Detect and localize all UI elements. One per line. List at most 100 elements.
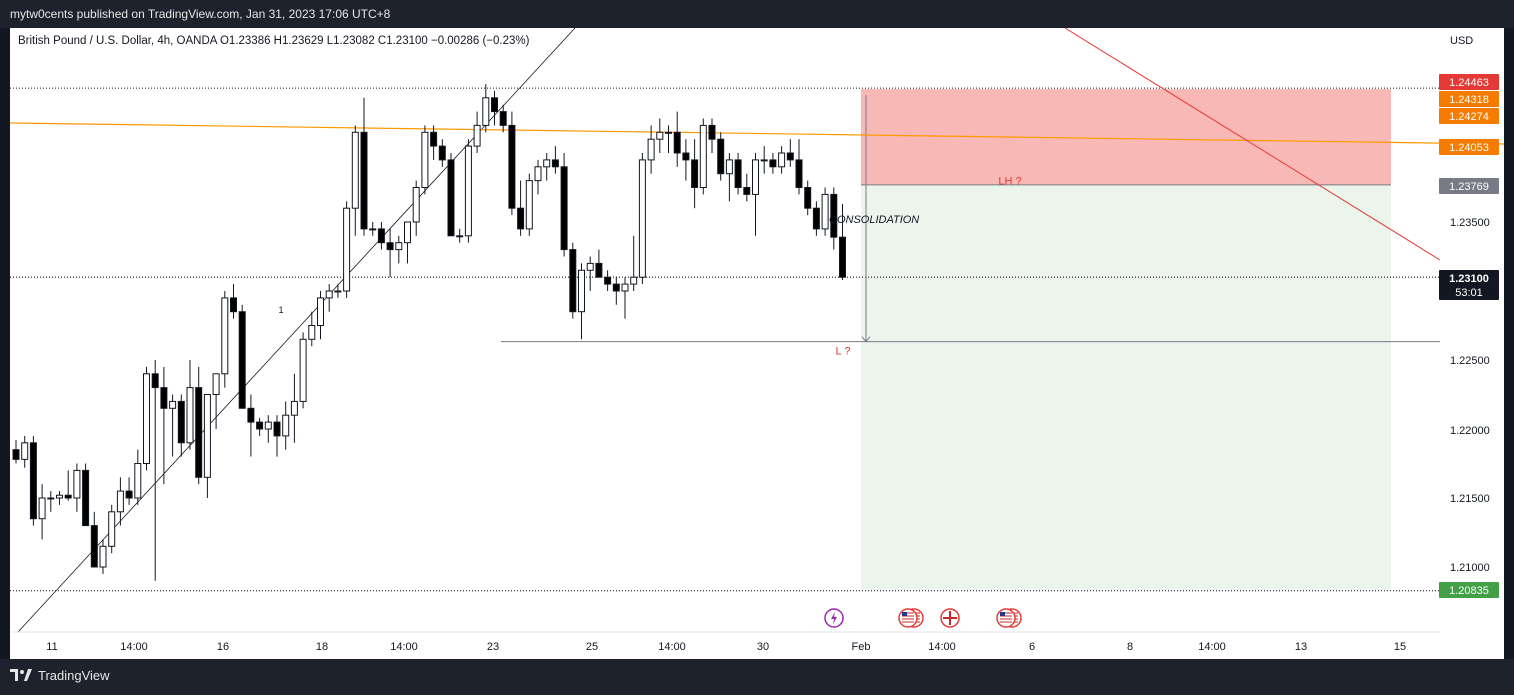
candle (447, 153, 455, 237)
candle (551, 146, 559, 174)
bear-candle-body (90, 525, 98, 568)
candle (160, 366, 168, 485)
bear-candle-body (508, 124, 516, 209)
bear-candle-body (717, 138, 725, 175)
candle (839, 204, 846, 280)
price-label-bg (1439, 582, 1499, 598)
candle (430, 125, 438, 160)
time-tick: 6 (1029, 641, 1035, 653)
chart-annotation: CONSOLIDATION (829, 214, 919, 226)
bull-candle-body (134, 463, 142, 499)
price-label-bg (1439, 74, 1499, 90)
candle (38, 484, 46, 540)
candle (308, 311, 316, 347)
bear-candle-body (734, 159, 742, 188)
bear-candle-body (125, 490, 133, 499)
price-label-bg (1439, 139, 1499, 155)
candle (186, 360, 194, 450)
candle (134, 449, 142, 505)
time-tick: 14:00 (1198, 641, 1226, 653)
price-tick: 1.23500 (1450, 217, 1490, 229)
candle (116, 477, 124, 526)
bull-candle-body (325, 290, 333, 299)
bear-candle-body (569, 249, 577, 313)
time-tick: 25 (586, 641, 598, 653)
us-flag-event-icon[interactable] (898, 608, 924, 628)
bull-candle-body (47, 497, 55, 500)
bear-candle-body (786, 152, 794, 161)
bull-candle-body (656, 131, 664, 140)
candle (795, 139, 803, 195)
candle (604, 270, 612, 291)
bull-candle-body (456, 235, 464, 238)
bull-candle-body (699, 124, 707, 188)
time-tick: 14:00 (658, 641, 686, 653)
price-label-text: 1.24274 (1449, 111, 1489, 123)
candle (21, 435, 29, 468)
candle (534, 159, 542, 195)
tradingview-logo[interactable]: TradingView (10, 668, 110, 683)
bull-candle-body (282, 414, 290, 437)
candle (638, 153, 646, 285)
candle (499, 104, 507, 133)
bull-candle-body (395, 242, 403, 251)
price-label-target: 1.20835 (1439, 582, 1499, 598)
bull-candle-body (108, 511, 116, 547)
candle (369, 222, 377, 236)
price-label-bg (1439, 270, 1499, 300)
time-tick: 11 (46, 641, 57, 653)
price-chart[interactable]: LH ? CONSOLIDATION L ? 1 USD 1.23500 1.22500 1… (10, 28, 1504, 659)
bull-candle-body (99, 545, 107, 568)
price-tick: 1.21500 (1450, 493, 1490, 505)
candle (64, 470, 72, 501)
candle (264, 415, 272, 443)
candle (230, 284, 237, 319)
bear-candle-body (560, 166, 568, 251)
candle (769, 153, 777, 174)
price-label-text: 1.24053 (1449, 142, 1489, 154)
bear-candle-body (682, 152, 690, 161)
candle (334, 284, 342, 298)
bear-candle-body (612, 283, 620, 292)
candle (151, 360, 159, 581)
candle (595, 249, 603, 278)
chart-annotation: L ? (836, 345, 851, 357)
candle (569, 242, 577, 319)
bear-candle-body (430, 131, 438, 147)
bull-candle-body (647, 138, 655, 161)
candle (29, 435, 37, 526)
candle (830, 187, 838, 250)
time-tick: 23 (487, 641, 499, 653)
bull-candle-body (264, 421, 272, 430)
candle (12, 440, 20, 464)
candle (273, 415, 281, 457)
candle (290, 373, 298, 443)
price-tick: 1.21000 (1450, 562, 1490, 574)
bear-candle-body (708, 124, 716, 140)
symbol-info: British Pound / U.S. Dollar, 4h, OANDA O… (18, 35, 530, 47)
bear-candle-body (830, 193, 838, 238)
chart-annotation: 1 (278, 305, 283, 315)
lightning-event-icon[interactable] (824, 608, 844, 628)
uk-flag-event-icon[interactable] (940, 608, 960, 628)
candle (177, 394, 185, 457)
stop-loss-zone (861, 89, 1391, 185)
candle (821, 187, 829, 236)
candle (238, 304, 246, 409)
candle (612, 277, 620, 305)
bull-candle-body (725, 159, 733, 175)
lightning-icon (831, 612, 837, 624)
chart-annotation: LH ? (998, 176, 1021, 188)
candle (665, 125, 672, 153)
candle (203, 394, 211, 498)
candle (456, 228, 464, 243)
bull-candle-body (212, 373, 220, 395)
candle (743, 173, 751, 202)
candle (212, 373, 220, 429)
price-label-text: 1.24318 (1449, 94, 1489, 106)
us-flag-event-icon[interactable] (996, 608, 1022, 628)
candle (517, 180, 525, 236)
currency-label: USD (1450, 35, 1473, 47)
candle (256, 417, 264, 436)
candle (786, 139, 794, 167)
